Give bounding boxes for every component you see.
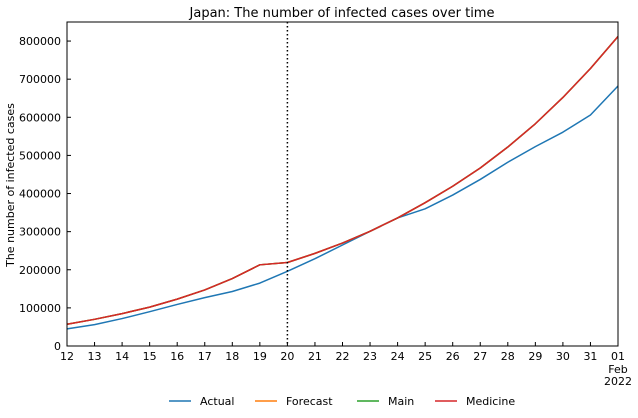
x-tick-label: 20 [280,350,294,363]
x-tick-label: 24 [391,350,405,363]
x-tick-label: 25 [418,350,432,363]
chart-title: Japan: The number of infected cases over… [189,6,495,21]
x-tick-label: 23 [363,350,377,363]
y-tick-label: 700000 [19,73,61,86]
x-tick-label: 28 [501,350,515,363]
x-tick-label: 21 [308,350,322,363]
x-tick-label: 30 [556,350,570,363]
legend-label: Medicine [466,395,515,408]
series-line-actual [66,85,619,330]
plot-frame [66,21,619,347]
x-tick-label: 17 [198,350,212,363]
legend-label: Actual [200,395,234,408]
legend: Actual Forecast Main Medicine [169,395,515,408]
y-axis-label: The number of infected cases [4,103,17,268]
x-tick-label: 29 [528,350,542,363]
x-tick-label: 26 [446,350,460,363]
series-line-medicine [66,35,619,326]
plot-area: 12 13 14 15 16 17 18 19 20 21 22 23 24 25 26 27 28 29 30 31… [19,21,632,388]
x-tick-label: 27 [473,350,487,363]
x-tick-label: 15 [143,350,157,363]
x-tick-label: 16 [170,350,184,363]
series-line-main [66,35,619,326]
x-tick-label: 12 [60,350,74,363]
y-tick-label: 100000 [19,302,61,315]
x-tick-sublabel: 2022 [604,375,632,388]
y-tick-label: 600000 [19,111,61,124]
y-tick-label: 0 [54,340,61,353]
legend-label: Forecast [286,395,333,408]
y-tick-label: 400000 [19,188,61,201]
y-tick-label: 300000 [19,226,61,239]
x-tick-label: 31 [583,350,597,363]
x-tick-label: 01 [611,350,625,363]
x-tick-label: 19 [253,350,267,363]
legend-label: Main [388,395,414,408]
x-tick-label: 13 [88,350,102,363]
x-tick-sublabel: Feb [608,363,627,376]
x-tick-label: 18 [225,350,239,363]
y-tick-label: 800000 [19,35,61,48]
series-line-forecast [66,35,619,326]
y-tick-label: 500000 [19,149,61,162]
x-tick-label: 14 [115,350,129,363]
y-tick-label: 200000 [19,264,61,277]
x-tick-label: 22 [336,350,350,363]
